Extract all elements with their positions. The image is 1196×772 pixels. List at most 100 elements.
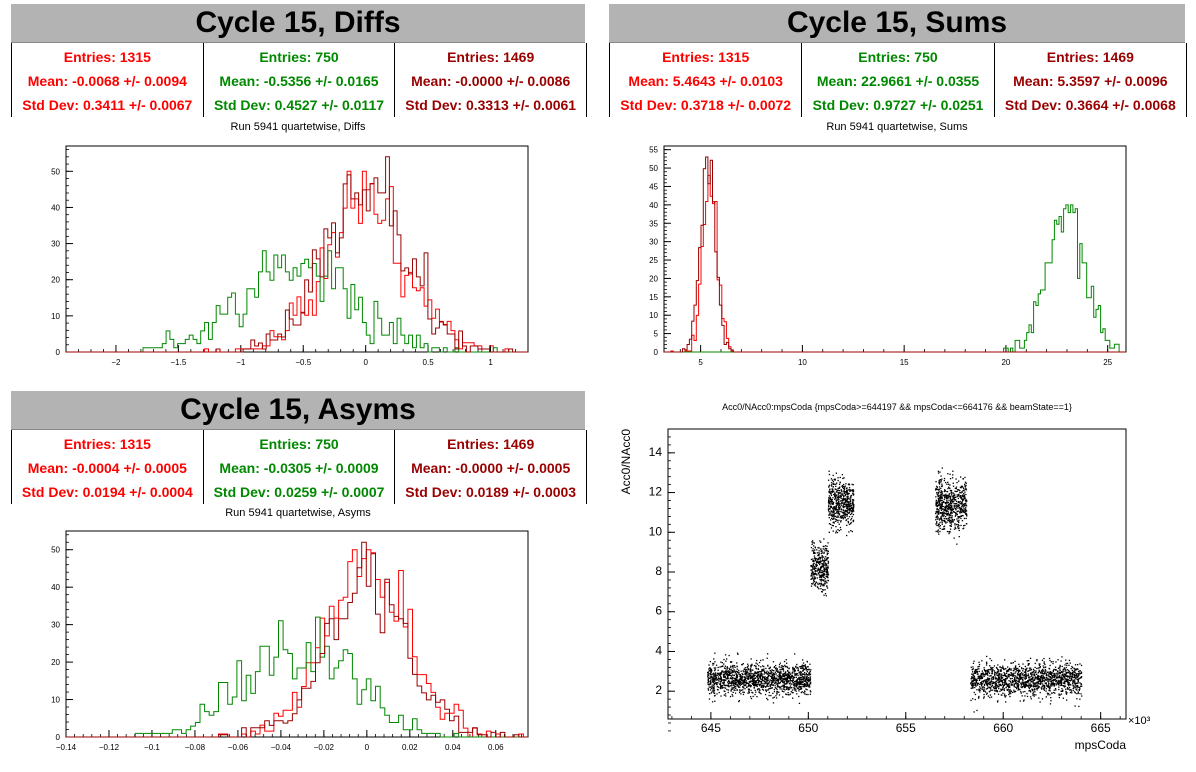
scatter-point (741, 675, 743, 678)
scatter-point (773, 696, 775, 698)
scatter-point (742, 681, 744, 683)
scatter-point (714, 661, 716, 663)
scatter-point (1028, 687, 1030, 689)
scatter-point (812, 582, 815, 584)
scatter-point (806, 681, 808, 683)
scatter-point (812, 563, 814, 565)
scatter-point (1035, 686, 1037, 688)
scatter-point (945, 513, 947, 515)
scatter-point (837, 504, 839, 506)
scatter-point (1063, 678, 1065, 680)
scatter-point (943, 510, 945, 512)
scatter-point (830, 498, 832, 500)
scatter-point (842, 493, 844, 495)
scatter-point (813, 545, 815, 547)
scatter-point (1011, 673, 1013, 675)
scatter-point (802, 667, 804, 669)
scatter-point (812, 574, 814, 576)
scatter-point (950, 523, 953, 525)
scatter-point (939, 530, 941, 533)
scatter-point (990, 677, 993, 679)
scatter-point (772, 672, 774, 674)
scatter-point (715, 667, 717, 669)
scatter-point (998, 669, 1000, 671)
scatter-point (995, 689, 997, 692)
scatter-point (1025, 675, 1027, 678)
scatter-point (729, 672, 731, 674)
scatter-point (789, 681, 791, 683)
scatter-point (743, 691, 745, 693)
scatter-point (842, 506, 844, 508)
scatter-point (751, 669, 754, 671)
scatter-point (736, 689, 738, 691)
scatter-point (783, 684, 786, 686)
scatter-point (713, 683, 716, 685)
scatter-point (757, 688, 759, 690)
scatter-point (748, 688, 750, 690)
scatter-point (763, 679, 765, 681)
scatter-point (768, 671, 770, 673)
scatter-point (1012, 662, 1014, 664)
scatter-point (1032, 668, 1035, 670)
scatter-point (771, 675, 773, 677)
scatter-point (983, 690, 985, 692)
y-tick-label: 10 (51, 696, 60, 705)
scatter-point (731, 674, 734, 676)
scatter-point (1054, 692, 1056, 694)
scatter-point (839, 503, 841, 505)
scatter-point (955, 496, 957, 498)
scatter-point (942, 512, 944, 514)
scatter-point (832, 503, 834, 505)
scatter-point (954, 505, 956, 507)
scatter-point (988, 671, 990, 673)
scatter-point (743, 678, 745, 681)
scatter-point (832, 511, 834, 513)
scatter-point (795, 688, 797, 690)
scatter-point (762, 675, 764, 678)
scatter-point (719, 674, 721, 676)
scatter-point (747, 668, 749, 670)
scatter-point (965, 523, 968, 525)
scatter-point (1007, 668, 1010, 671)
scatter-point (778, 666, 780, 668)
scatter-point (997, 671, 999, 674)
scatter-point (771, 680, 773, 683)
scatter-point (1016, 673, 1019, 675)
scatter-point (1038, 686, 1040, 688)
scatter-point (1034, 672, 1036, 674)
scatter-point (769, 672, 772, 674)
scatter-point (772, 684, 774, 686)
scatter-point (1041, 672, 1043, 674)
scatter-point (1017, 674, 1019, 676)
scatter-point (973, 660, 975, 662)
scatter-point (761, 670, 763, 672)
scatter-point (833, 521, 835, 523)
scatter-point (954, 503, 956, 505)
scatter-point (945, 494, 947, 497)
scatter-point (801, 678, 803, 680)
scatter-point (1056, 679, 1058, 681)
scatter-point (1009, 691, 1011, 693)
scatter-point (961, 509, 963, 511)
scatter-point (710, 682, 712, 684)
scatter-point (1066, 687, 1069, 689)
scatter-point (1033, 670, 1035, 672)
scatter-point (814, 576, 816, 578)
scatter-point (795, 683, 797, 685)
scatter-point (1077, 670, 1080, 673)
scatter-point (826, 545, 828, 547)
scatter-point (738, 673, 740, 675)
scatter-point (1076, 698, 1078, 700)
scatter-point (766, 678, 768, 680)
scatter-point (811, 565, 813, 568)
scatter-point (848, 510, 851, 512)
scatter-point (723, 676, 725, 678)
scatter-point (987, 686, 989, 688)
scatter-point (959, 502, 961, 504)
stat-mean: Mean: 22.9661 +/- 0.0355 (816, 73, 980, 89)
scatter-point (801, 683, 804, 686)
scatter-point (1027, 670, 1029, 672)
scatter-point (711, 701, 714, 703)
scatter-point (717, 669, 719, 671)
scatter-point (785, 681, 788, 683)
